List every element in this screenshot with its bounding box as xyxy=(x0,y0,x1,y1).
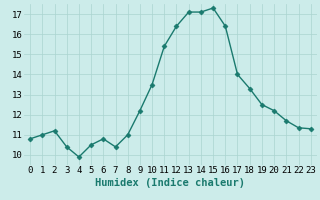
X-axis label: Humidex (Indice chaleur): Humidex (Indice chaleur) xyxy=(95,178,245,188)
